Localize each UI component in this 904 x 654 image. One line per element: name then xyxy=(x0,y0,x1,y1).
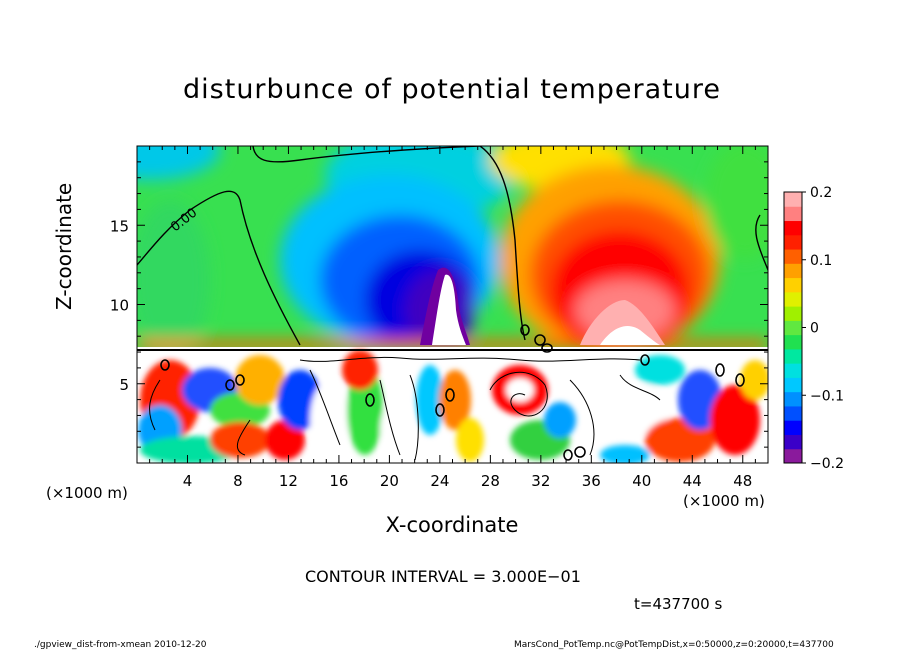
colorbar-swatch xyxy=(784,277,802,293)
x-tick-label: 36 xyxy=(582,472,601,490)
footer-data-source: MarsCond_PotTemp.nc@PotTempDist,x=0:5000… xyxy=(514,640,834,650)
x-tick-label: 8 xyxy=(233,472,243,490)
colorbar-swatch xyxy=(784,220,802,236)
colorbar-tick-label: −0.2 xyxy=(810,456,844,472)
x-tick-label: 4 xyxy=(183,472,193,490)
colorbar-tick-label: 0.1 xyxy=(810,253,832,269)
y-axis-label: Z-coordinate xyxy=(52,182,76,310)
x-tick-label: 20 xyxy=(380,472,399,490)
colorbar-swatch xyxy=(784,306,802,321)
colorbar-swatch xyxy=(784,363,802,378)
colorbar-tick-label: 0.2 xyxy=(810,185,832,201)
colorbar-swatch xyxy=(784,334,802,350)
colorbar-swatch xyxy=(784,263,802,279)
colorbar-swatch xyxy=(784,206,802,222)
x-tick-label: 48 xyxy=(733,472,752,490)
colorbar-swatch xyxy=(784,192,802,207)
colorbar-swatch xyxy=(784,405,802,421)
colorbar-swatch xyxy=(784,448,802,464)
x-axis-label: X-coordinate xyxy=(385,513,519,537)
y-axis: 5 10 15 xyxy=(110,161,768,448)
x-tick-label: 40 xyxy=(632,472,651,490)
x-unit-right: (×1000 m) xyxy=(683,492,765,510)
colorbar-tick-label: 0 xyxy=(810,321,819,337)
x-tick-label: 32 xyxy=(531,472,550,490)
time-label: t=437700 s xyxy=(634,595,723,613)
x-tick-label: 16 xyxy=(329,472,348,490)
x-tick-label: 24 xyxy=(430,472,449,490)
colorbar-swatch xyxy=(784,320,802,336)
colorbar-swatch xyxy=(784,249,802,264)
colorbar-swatch xyxy=(784,234,802,250)
colorbar-tick-label: −0.1 xyxy=(810,388,844,404)
x-tick-label: 28 xyxy=(481,472,500,490)
x-tick-label: 44 xyxy=(683,472,702,490)
colorbar-swatch xyxy=(784,377,802,393)
x-unit-left: (×1000 m) xyxy=(46,484,128,502)
colorbar-swatch xyxy=(784,291,802,307)
heatmap-field: 0.00 xyxy=(137,146,768,463)
y-tick-label: 5 xyxy=(119,376,129,394)
y-tick-label: 10 xyxy=(110,297,129,315)
contour-interval-label: CONTOUR INTERVAL = 3.000E−01 xyxy=(305,567,581,586)
footer-script-name: ./gpview_dist-from-xmean 2010-12-20 xyxy=(34,640,207,650)
x-tick-label: 12 xyxy=(279,472,298,490)
colorbar-swatch xyxy=(784,420,802,435)
colorbar-swatch xyxy=(784,348,802,364)
y-tick-label: 15 xyxy=(110,217,129,235)
colorbar-swatch xyxy=(784,434,802,450)
colorbar: 0.2 0.1 0 −0.1 −0.2 xyxy=(783,185,844,472)
x-axis: 4 8 12 16 20 24 28 32 36 40 44 48 xyxy=(149,146,756,490)
colorbar-swatch xyxy=(784,391,802,407)
chart-title: disturbunce of potential temperature xyxy=(183,74,721,105)
